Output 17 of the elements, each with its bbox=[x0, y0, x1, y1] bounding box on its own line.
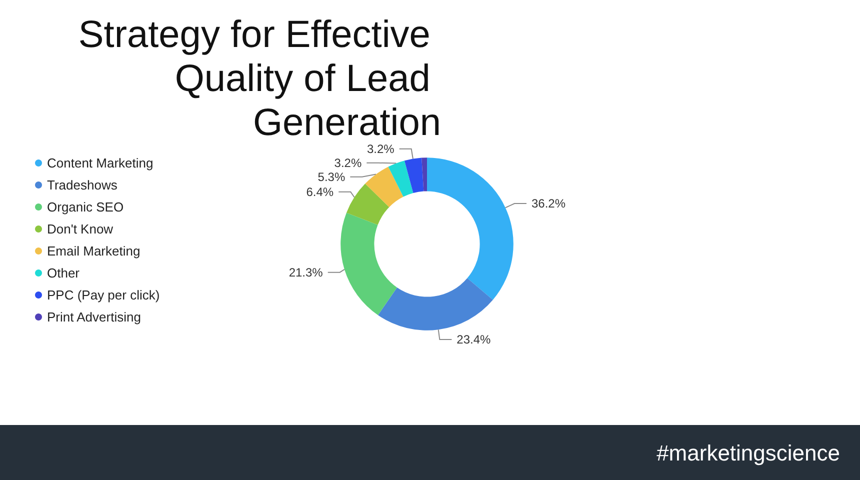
data-label: 6.4% bbox=[306, 184, 334, 199]
legend-label: Tradeshows bbox=[47, 178, 118, 192]
data-label: 23.4% bbox=[456, 332, 492, 347]
legend-label: Don't Know bbox=[47, 222, 114, 236]
data-label: 3.2% bbox=[334, 156, 362, 170]
data-label: 36.2% bbox=[531, 196, 566, 211]
data-label: 5.3% bbox=[318, 170, 346, 184]
text: #marketingscience bbox=[656, 440, 840, 466]
data-label: 3.2% bbox=[366, 142, 395, 156]
legend-label: Email Marketing bbox=[47, 244, 140, 258]
legend-label: Organic SEO bbox=[47, 200, 124, 214]
data-label: 21.3% bbox=[288, 265, 324, 280]
legend-label: Content Marketing bbox=[47, 156, 154, 170]
chart-title: Strategy for Effective Quality of Lead Generation bbox=[78, 14, 441, 144]
legend-label: PPC (Pay per click) bbox=[47, 288, 160, 302]
legend-label: Other bbox=[47, 266, 80, 280]
legend-label: Print Advertising bbox=[47, 310, 141, 324]
